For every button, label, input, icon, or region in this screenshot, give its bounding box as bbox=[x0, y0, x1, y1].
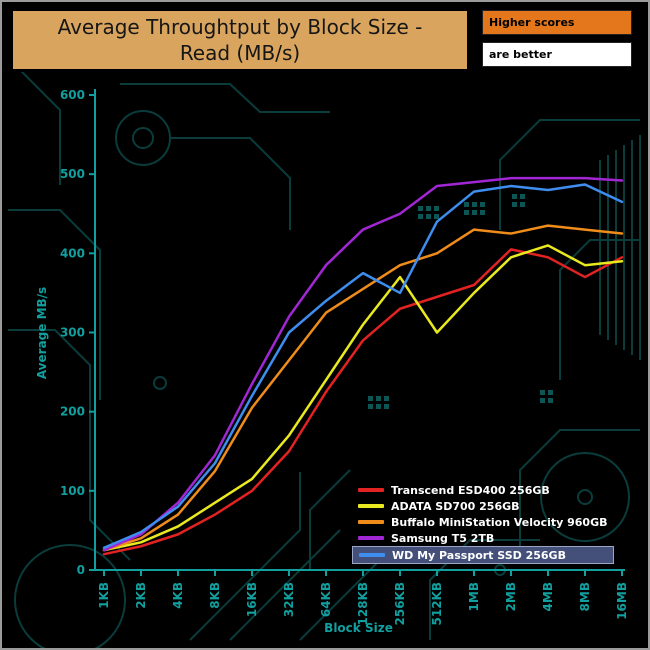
y-tick-label: 100 bbox=[60, 484, 85, 498]
legend-item: Buffalo MiniStation Velocity 960GB bbox=[352, 514, 614, 530]
legend-label: Transcend ESD400 256GB bbox=[391, 483, 550, 497]
legend-swatch bbox=[358, 520, 384, 524]
y-tick-label: 300 bbox=[60, 326, 85, 340]
legend-swatch bbox=[358, 504, 384, 508]
legend-item: ADATA SD700 256GB bbox=[352, 498, 614, 514]
x-tick-label: 16KB bbox=[245, 582, 259, 617]
y-tick-label: 600 bbox=[60, 88, 85, 102]
series-line-adata-sd700-256gb bbox=[102, 244, 624, 552]
chart-legend: Transcend ESD400 256GB ADATA SD700 256GB B… bbox=[352, 482, 614, 564]
x-axis-title: Block Size bbox=[324, 621, 393, 635]
x-tick-label: 1KB bbox=[97, 582, 111, 609]
x-tick-label: 1MB bbox=[467, 582, 481, 611]
x-tick-label: 16MB bbox=[615, 582, 629, 620]
y-axis-title: Average MB/s bbox=[35, 287, 49, 379]
x-tick-label: 2MB bbox=[504, 582, 518, 611]
x-tick-label: 256KB bbox=[393, 582, 407, 626]
legend-swatch bbox=[358, 488, 384, 492]
y-tick-label: 0 bbox=[77, 563, 85, 577]
score-note-line1: Higher scores bbox=[482, 10, 632, 35]
legend-label: WD My Passport SSD 256GB bbox=[392, 548, 566, 562]
chart-title-banner: Average Throughtput by Block Size - Read… bbox=[10, 8, 470, 72]
x-tick-label: 128KB bbox=[356, 582, 370, 626]
score-note: Higher scores are better bbox=[482, 10, 632, 74]
x-tick-label: 8MB bbox=[578, 582, 592, 611]
x-tick-label: 64KB bbox=[319, 582, 333, 617]
x-tick-label: 4KB bbox=[171, 582, 185, 609]
legend-label: ADATA SD700 256GB bbox=[391, 499, 520, 513]
legend-label: Buffalo MiniStation Velocity 960GB bbox=[391, 515, 608, 529]
x-tick-label: 32KB bbox=[282, 582, 296, 617]
legend-swatch bbox=[358, 536, 384, 540]
x-tick-label: 4MB bbox=[541, 582, 555, 611]
series-line-transcend-esd400-256gb bbox=[102, 248, 624, 556]
legend-label: Samsung T5 2TB bbox=[391, 531, 495, 545]
series-line-wd-my-passport-ssd-256gb bbox=[102, 183, 624, 550]
chart-title-line2: Read (MB/s) bbox=[179, 41, 301, 65]
legend-item: Samsung T5 2TB bbox=[352, 530, 614, 546]
legend-item: Transcend ESD400 256GB bbox=[352, 482, 614, 498]
x-tick-label: 8KB bbox=[208, 582, 222, 609]
score-note-line2: are better bbox=[482, 42, 632, 67]
chart-title-line1: Average Throughtput by Block Size - bbox=[57, 15, 423, 39]
x-tick-label: 2KB bbox=[134, 582, 148, 609]
y-tick-label: 200 bbox=[60, 405, 85, 419]
legend-swatch bbox=[359, 553, 385, 557]
series-line-samsung-t5-2tb bbox=[102, 176, 624, 552]
x-tick-label: 512KB bbox=[430, 582, 444, 626]
y-tick-label: 500 bbox=[60, 167, 85, 181]
series-line-buffalo-ministation-velocity-960gb bbox=[102, 224, 624, 552]
y-tick-label: 400 bbox=[60, 246, 85, 260]
legend-item: WD My Passport SSD 256GB bbox=[352, 546, 614, 564]
